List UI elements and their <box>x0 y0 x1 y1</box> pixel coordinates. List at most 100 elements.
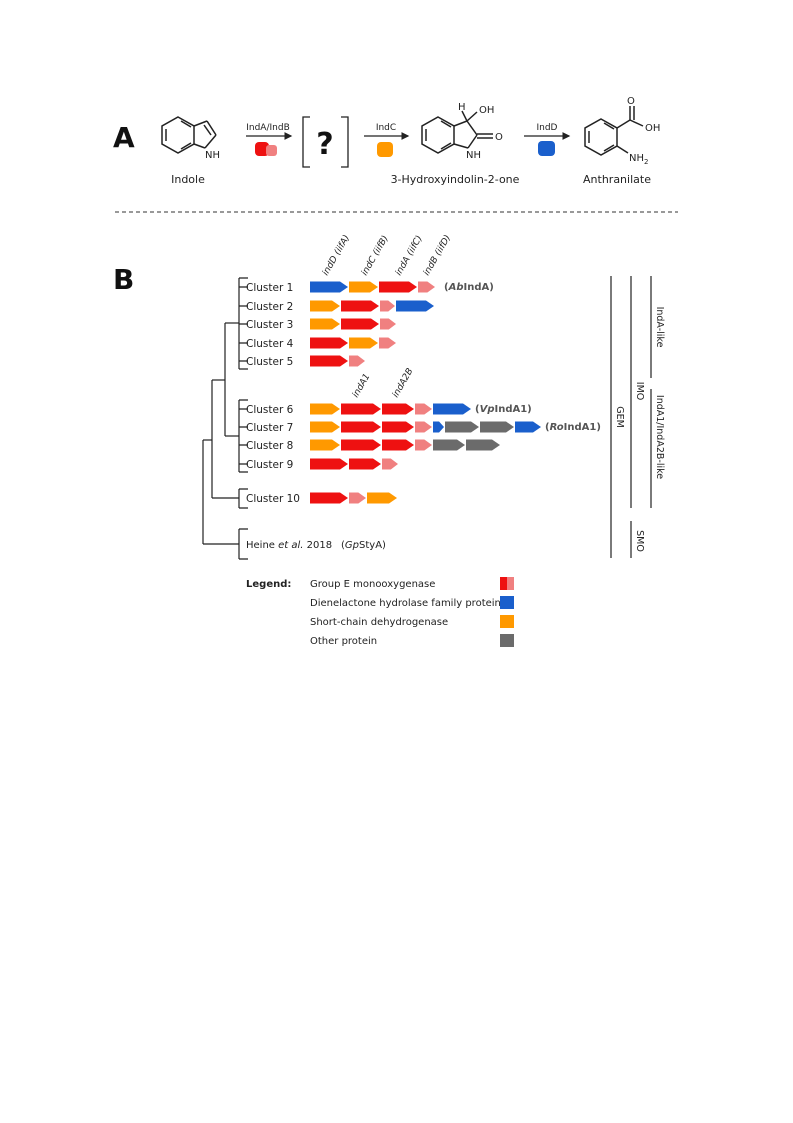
intermediate-brackets <box>302 116 349 168</box>
anthranilate-structure <box>584 106 644 156</box>
bracket-imo: IMO <box>634 382 645 400</box>
cluster-label: Cluster 6 <box>246 404 294 416</box>
gem-gene-arrow <box>382 458 398 470</box>
dienelactone-gene-arrow <box>310 281 348 293</box>
cluster-label: Cluster 3 <box>246 319 293 331</box>
gem-gene-arrow <box>341 403 381 415</box>
gem-gene-arrow <box>349 492 366 504</box>
hydroxy-o: O <box>495 132 503 143</box>
cluster-1-note: (AbIndA) <box>444 282 494 293</box>
gem-gene-arrow <box>382 439 414 451</box>
gem-gene-arrow <box>382 421 414 433</box>
cluster-7-note: (RoIndA1) <box>545 422 601 433</box>
gene-label-indd: indD (iifA) <box>321 233 352 277</box>
gem-gene-arrow <box>418 281 435 293</box>
indole-structure <box>161 116 217 154</box>
cluster-annotations: (AbIndA) (VpIndA1) (RoIndA1) <box>444 282 601 433</box>
reference-label: Heine et al. 2018 <box>246 540 332 551</box>
bracket-inda-like: IndA-like <box>654 307 665 348</box>
inda-red-block <box>255 142 269 156</box>
scd-gene-arrow <box>310 421 340 433</box>
scd-gene-arrow <box>310 439 340 451</box>
cluster-label: Cluster 10 <box>246 493 300 505</box>
cluster-labels: Cluster 1 Cluster 2 Cluster 3 Cluster 4 … <box>246 282 300 505</box>
gem-gene-arrow <box>310 337 348 349</box>
gene-label-indc: indC (iifB) <box>360 234 391 277</box>
legend-label-gem: Group E monooxygenase <box>310 579 435 590</box>
cluster-label: Cluster 2 <box>246 301 293 313</box>
scd-gene-arrow <box>367 492 397 504</box>
gem-gene-arrow <box>341 421 381 433</box>
other-gene-arrow <box>445 421 479 433</box>
gene-label-inda: indA (iifC) <box>394 234 425 277</box>
scd-gene-arrow <box>349 337 378 349</box>
cluster-label: Cluster 7 <box>246 422 293 434</box>
cluster-label: Cluster 4 <box>246 338 294 350</box>
anthranilate-oh: OH <box>645 123 660 134</box>
dienelactone-legend-icon <box>500 596 514 609</box>
cluster-label: Cluster 1 <box>246 282 293 294</box>
legend: Legend: Group E monooxygenase Dienelacto… <box>246 577 514 647</box>
anthranilate-nh2: NH2 <box>629 153 648 166</box>
gem-gene-arrow <box>349 355 365 367</box>
bracket-inda1-like: IndA1/IndA2B-like <box>654 395 665 479</box>
indole-name: Indole <box>171 173 205 186</box>
panel-a-letter: A <box>113 121 135 154</box>
step3-enzyme-label: IndD <box>536 123 557 133</box>
gem-gene-arrow <box>310 355 348 367</box>
dienelactone-gene-arrow <box>433 403 471 415</box>
other-legend-icon <box>500 634 514 647</box>
gene-label-inda1: indA1 <box>351 372 373 399</box>
cluster-label: Cluster 8 <box>246 440 293 452</box>
top-gene-labels: indD (iifA) indC (iifB) indA (iifC) indB… <box>321 233 453 399</box>
panel-a: A NH Indole IndA/IndB ? IndC <box>113 96 660 186</box>
legend-label-other: Other protein <box>310 636 377 647</box>
indd-blue-block <box>538 141 555 156</box>
hydroxy-nh: NH <box>466 150 481 161</box>
scd-gene-arrow <box>310 300 340 312</box>
gem-gene-arrow <box>341 318 379 330</box>
indole-nh: NH <box>205 150 220 161</box>
gem-gene-arrow <box>380 300 395 312</box>
scd-gene-arrow <box>349 281 378 293</box>
gem-gene-arrow <box>380 318 396 330</box>
anthranilate-name: Anthranilate <box>583 173 651 186</box>
anthranilate-o: O <box>627 96 635 107</box>
hydroxyindolinone-name: 3-Hydroxyindolin-2-one <box>391 173 520 186</box>
gem-gene-arrow <box>341 439 381 451</box>
gene-arrows <box>310 281 541 504</box>
indb-pink-block <box>266 145 277 156</box>
dendrogram <box>202 277 248 560</box>
gene-label-indb: indB (iifD) <box>422 233 453 277</box>
gem-gene-arrow <box>379 281 417 293</box>
gem-gene-arrow <box>310 492 348 504</box>
scd-gene-arrow <box>310 403 340 415</box>
gem-gene-arrow <box>382 403 414 415</box>
dienelactone-gene-arrow <box>396 300 434 312</box>
gem-gene-arrow <box>379 337 396 349</box>
step1-enzyme-label: IndA/IndB <box>246 123 290 133</box>
indc-orange-block <box>377 142 393 157</box>
gem-gene-arrow <box>310 458 348 470</box>
gene-label-inda2b: indA2B <box>391 367 416 400</box>
bracket-gem: GEM <box>614 406 625 428</box>
other-gene-arrow <box>480 421 514 433</box>
panel-b: B indD (iifA) indC (iifB) indA (iifC) in… <box>113 233 665 560</box>
gem-gene-arrow <box>415 439 432 451</box>
cluster-label: Cluster 5 <box>246 356 293 368</box>
scd-gene-arrow <box>310 318 340 330</box>
gem-legend-icon <box>500 577 514 590</box>
legend-title: Legend: <box>246 579 291 590</box>
other-gene-arrow <box>466 439 500 451</box>
hydroxy-oh: OH <box>479 105 494 116</box>
step2-enzyme-label: IndC <box>376 123 396 133</box>
gem-gene-arrow <box>349 458 381 470</box>
cluster-label: Cluster 9 <box>246 459 293 471</box>
legend-label-dienelactone: Dienelactone hydrolase family protein <box>310 598 501 609</box>
gem-gene-arrow <box>415 403 432 415</box>
other-gene-arrow <box>433 439 465 451</box>
panel-b-letter: B <box>113 263 134 296</box>
classification-lines <box>610 276 652 558</box>
intermediate-question: ? <box>316 127 333 162</box>
